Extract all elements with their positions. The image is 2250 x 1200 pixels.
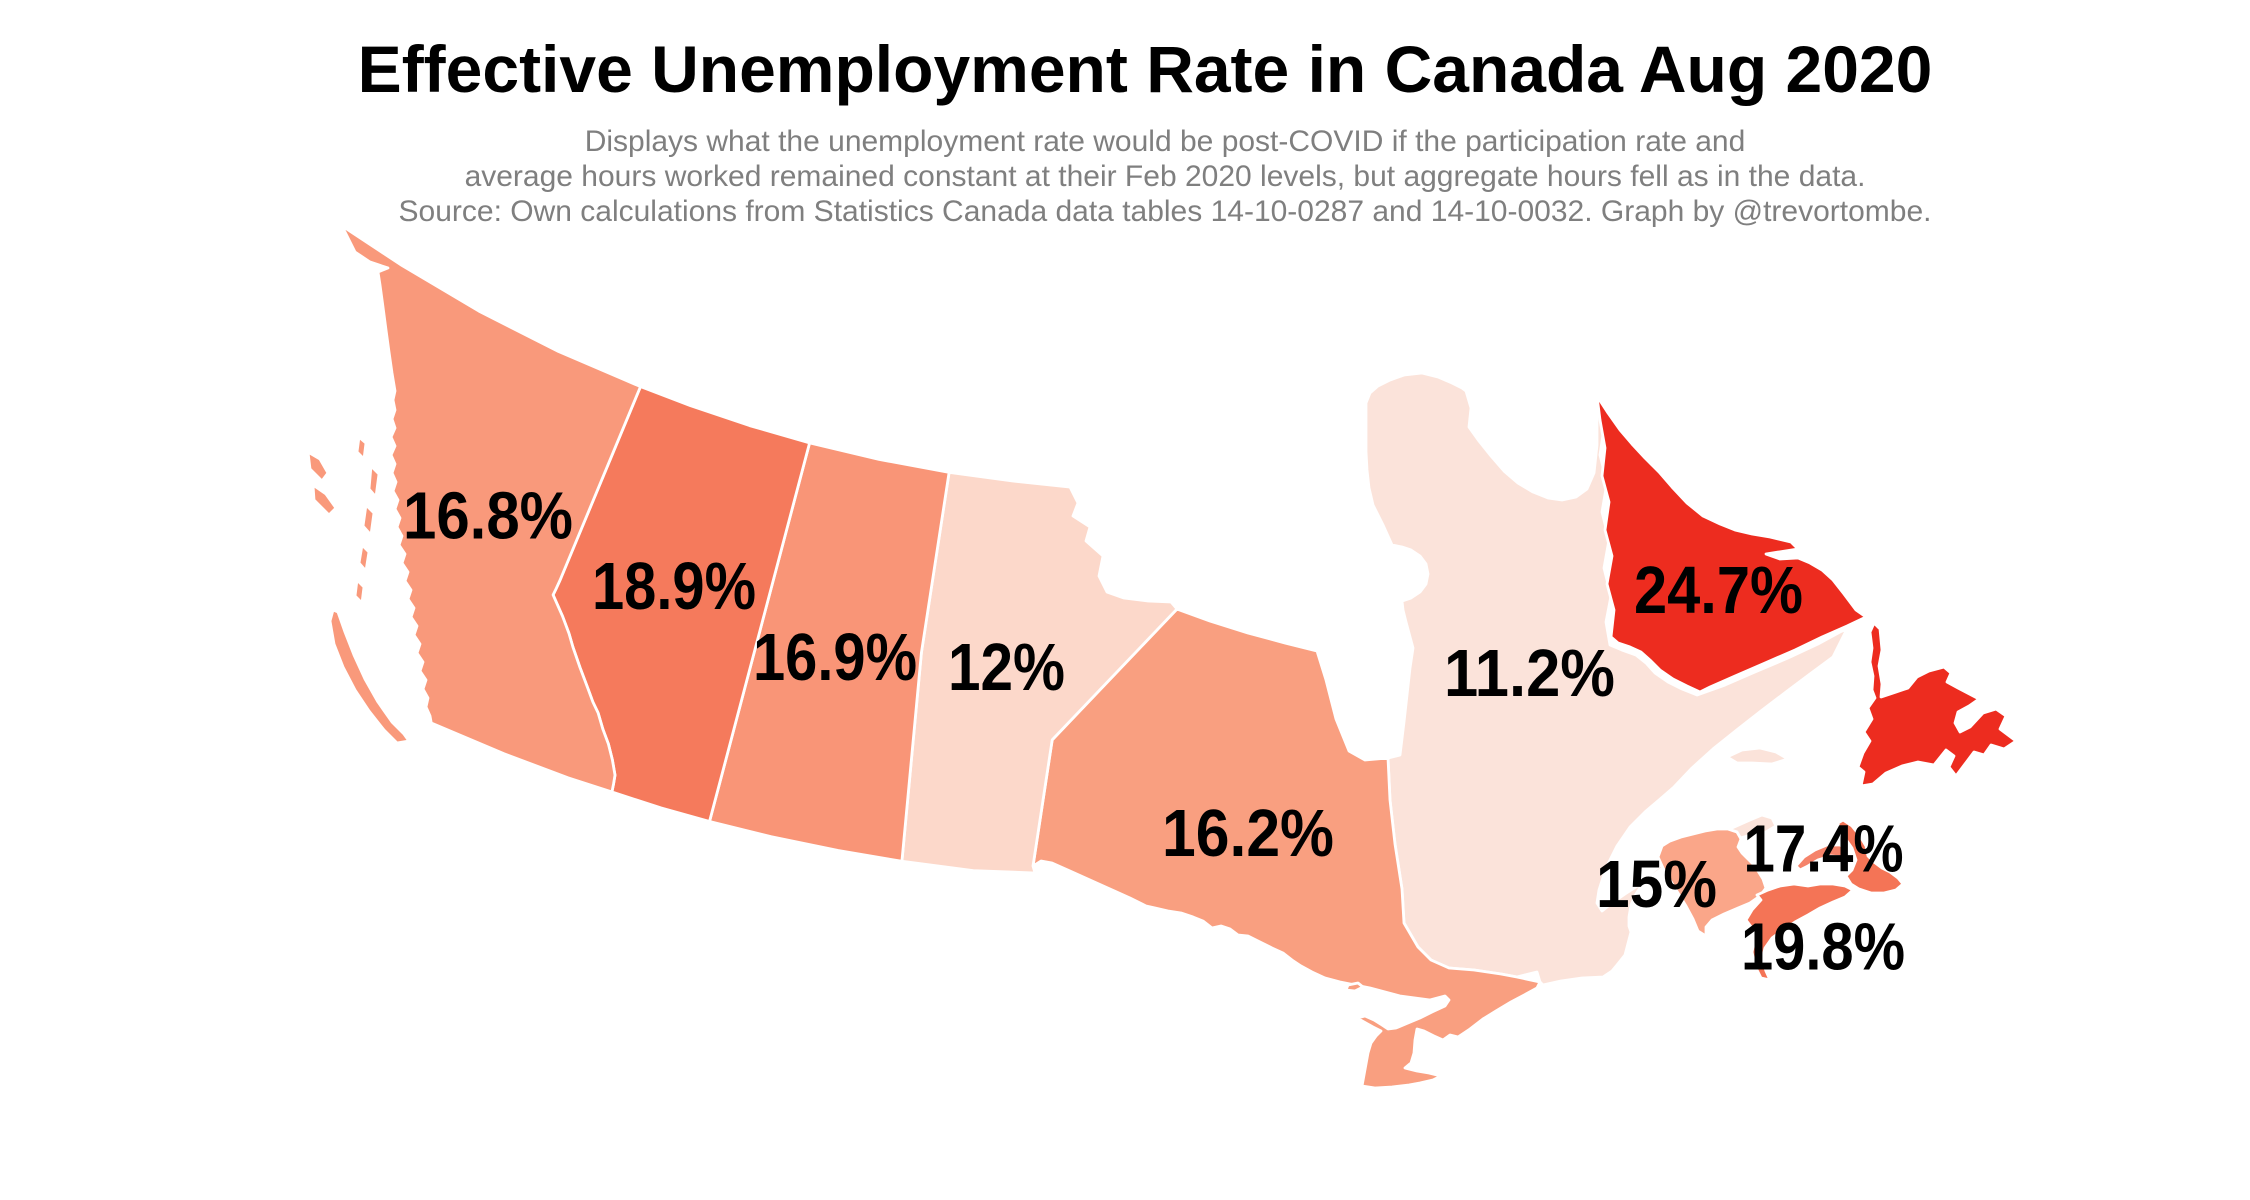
svg-text:16.9%: 16.9% (753, 620, 917, 695)
svg-text:16.8%: 16.8% (403, 479, 573, 554)
svg-text:12%: 12% (948, 630, 1065, 705)
svg-text:11.2%: 11.2% (1444, 636, 1615, 711)
svg-text:24.7%: 24.7% (1634, 553, 1803, 628)
svg-text:19.8%: 19.8% (1741, 910, 1905, 985)
svg-text:18.9%: 18.9% (592, 549, 756, 624)
svg-text:17.4%: 17.4% (1744, 812, 1904, 887)
svg-text:16.2%: 16.2% (1162, 796, 1334, 871)
svg-text:15%: 15% (1596, 847, 1717, 922)
